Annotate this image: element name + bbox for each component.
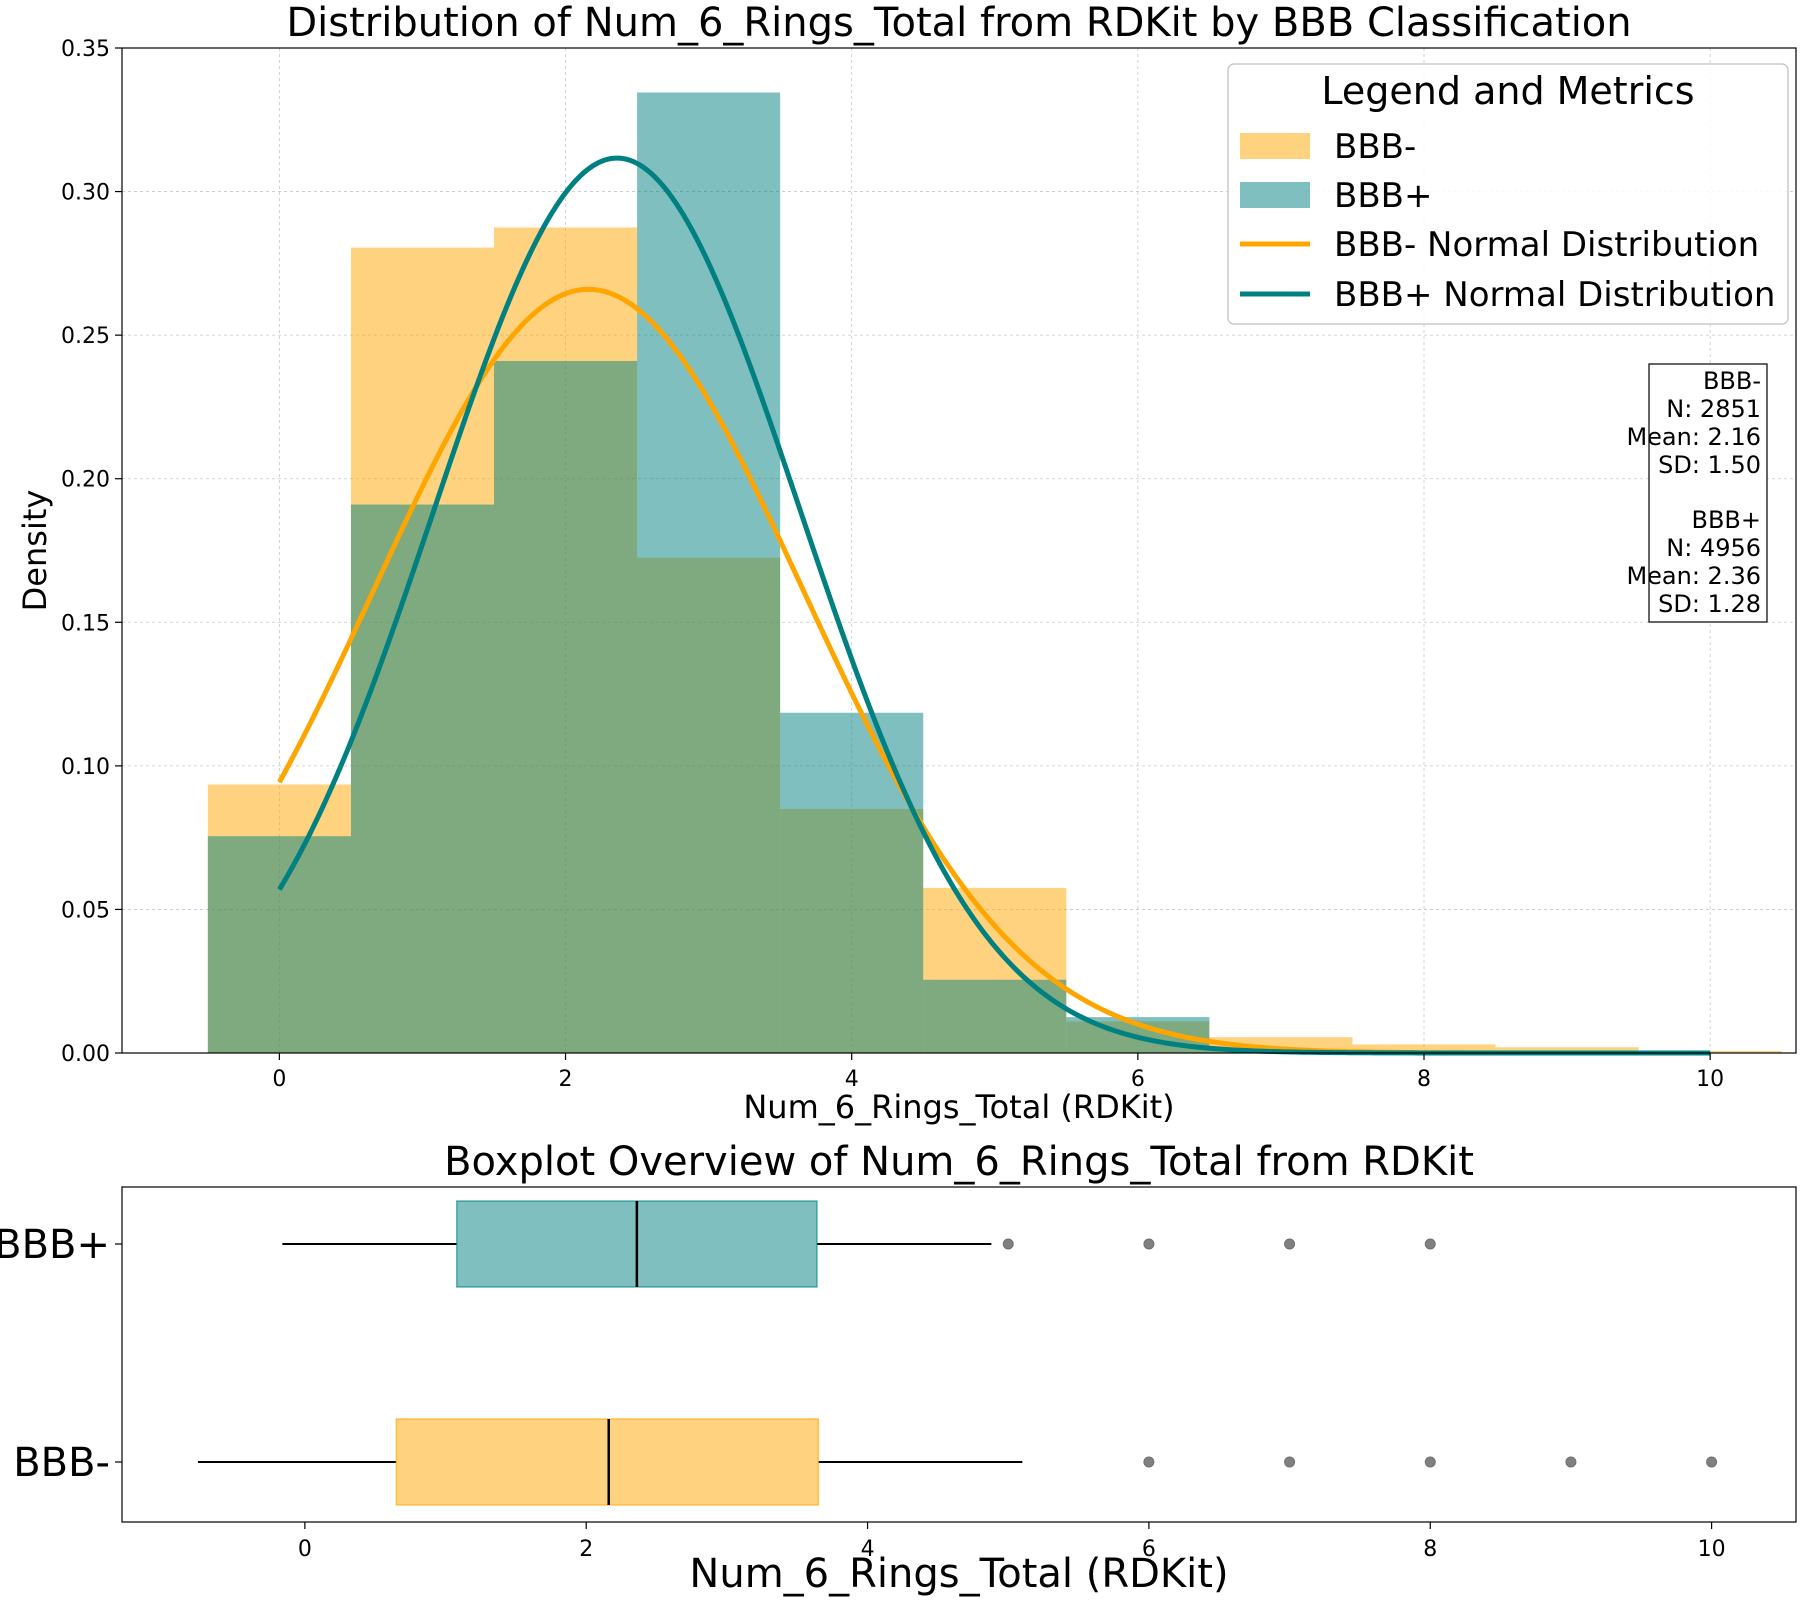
boxplot-title: Boxplot Overview of Num_6_Rings_Total fr… <box>444 1139 1474 1185</box>
metrics-line: SD: 1.50 <box>1658 451 1761 479</box>
x-tick-label: 4 <box>861 1537 875 1562</box>
outlier-point-BBB- <box>1284 1456 1296 1468</box>
y-axis-label: Density <box>16 490 54 612</box>
histogram-bar-BBB+ <box>637 92 781 1053</box>
outlier-point-BBB+ <box>1284 1238 1296 1250</box>
plot-frame-histogram <box>121 47 1797 1054</box>
legend-swatch-BBB+ <box>1240 182 1310 208</box>
outlier-point-BBB- <box>1424 1456 1436 1468</box>
legend-entry-label: BBB- <box>1334 127 1416 167</box>
histogram-bar-BBB+ <box>207 836 351 1053</box>
legend-entry-label: BBB+ <box>1334 176 1432 216</box>
outlier-point-BBB+ <box>1143 1238 1155 1250</box>
legend-title: Legend and Metrics <box>1321 69 1694 113</box>
boxplot-x-axis-label: Num_6_Rings_Total (RDKit) <box>689 1551 1228 1597</box>
x-tick-label: 4 <box>845 1067 859 1092</box>
x-tick-label: 6 <box>1142 1537 1156 1562</box>
x-tick-label: 0 <box>298 1537 312 1562</box>
outlier-point-BBB+ <box>1002 1238 1014 1250</box>
metrics-line: BBB- <box>1703 367 1761 395</box>
histogram-bar-BBB- <box>1495 1047 1639 1053</box>
outlier-point-BBB- <box>1143 1456 1155 1468</box>
box-BBB- <box>395 1418 820 1506</box>
y-tick-label: 0.30 <box>61 181 110 206</box>
metrics-box <box>1648 363 1768 623</box>
plot-frame-boxplot <box>121 1186 1797 1523</box>
outlier-point-BBB- <box>1565 1456 1577 1468</box>
y-tick-label: 0.10 <box>61 755 110 780</box>
y-tick-label: 0.35 <box>61 37 110 62</box>
y-tick-label: 0.05 <box>61 898 110 923</box>
x-tick-label: 8 <box>1423 1537 1437 1562</box>
x-tick-label: 0 <box>272 1067 286 1092</box>
histogram-bar-BBB+ <box>350 504 494 1053</box>
histogram-bar-BBB- <box>1638 1050 1782 1053</box>
metrics-line: Mean: 2.36 <box>1626 562 1761 590</box>
x-tick-label: 2 <box>579 1537 593 1562</box>
x-axis-label: Num_6_Rings_Total (RDKit) <box>743 1088 1174 1126</box>
legend-box <box>1227 63 1789 325</box>
x-tick-label: 6 <box>1131 1067 1145 1092</box>
histogram-bar-BBB+ <box>923 979 1067 1053</box>
legend-entry-label: BBB+ Normal Distribution <box>1334 275 1775 315</box>
x-tick-label: 8 <box>1417 1067 1431 1092</box>
metrics-line: BBB+ <box>1691 506 1761 534</box>
chart-title: Distribution of Num_6_Rings_Total from R… <box>286 0 1631 46</box>
legend-entry-label: BBB- Normal Distribution <box>1334 225 1759 265</box>
x-tick-label: 10 <box>1696 1067 1724 1092</box>
metrics-line: N: 4956 <box>1666 534 1761 562</box>
metrics-line: N: 2851 <box>1666 395 1761 423</box>
histogram-bar-BBB- <box>1352 1044 1496 1053</box>
metrics-line: Mean: 2.16 <box>1626 423 1761 451</box>
y-tick-label: 0.00 <box>61 1042 110 1067</box>
outlier-point-BBB+ <box>1424 1238 1436 1250</box>
metrics-line: SD: 1.28 <box>1658 590 1761 618</box>
outlier-point-BBB- <box>1706 1456 1718 1468</box>
y-tick-label: 0.25 <box>61 324 110 349</box>
legend-swatch-BBB- <box>1240 133 1310 159</box>
histogram-bar-BBB+ <box>780 712 924 1053</box>
category-label: BBB- <box>13 1440 110 1486</box>
y-tick-label: 0.15 <box>61 611 110 636</box>
y-tick-label: 0.20 <box>61 468 110 493</box>
x-tick-label: 10 <box>1698 1537 1726 1562</box>
category-label: BBB+ <box>0 1222 110 1268</box>
histogram-bar-BBB+ <box>494 360 638 1053</box>
x-tick-label: 2 <box>559 1067 573 1092</box>
